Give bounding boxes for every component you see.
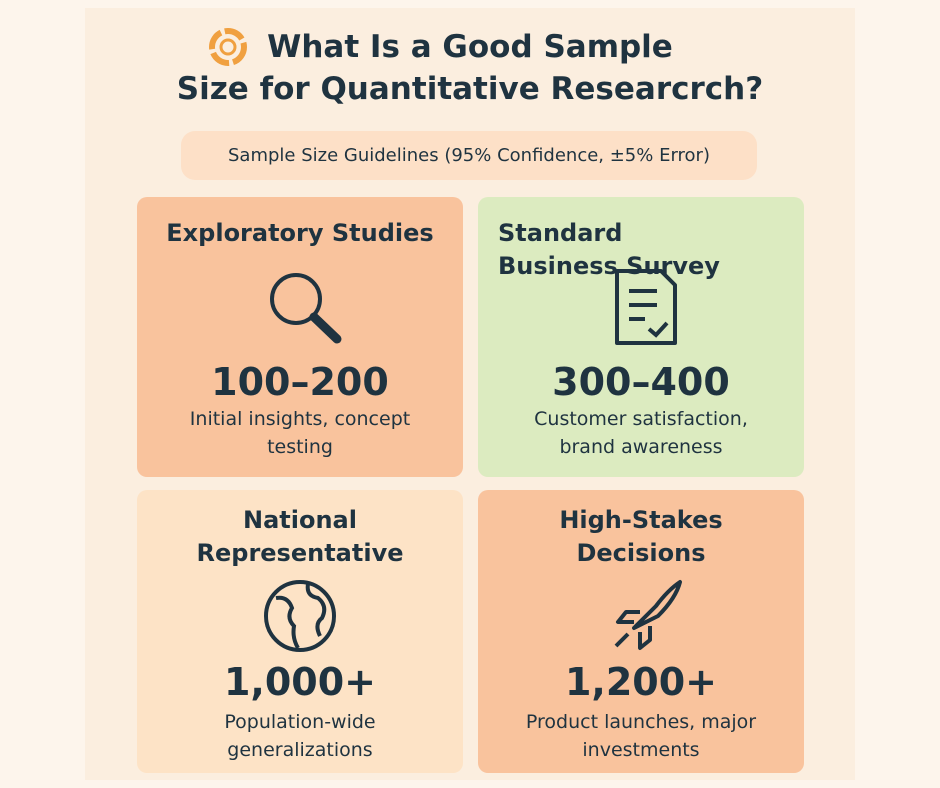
card-range: 100–200 — [211, 360, 389, 404]
card-title: National Representative — [196, 506, 404, 567]
card-range: 300–400 — [552, 360, 730, 404]
card-title: Standard Business Survey — [498, 219, 720, 280]
card-range: 1,000+ — [223, 660, 377, 704]
title-line: What Is a Good Sample — [267, 29, 673, 65]
card: Exploratory Studies 100–200 Initial insi… — [137, 197, 463, 477]
card: Standard Business Survey 300–400 Custome… — [478, 197, 804, 477]
card-title: Exploratory Studies — [166, 219, 434, 247]
card-title: High-Stakes Decisions — [559, 506, 723, 567]
card: National Representative 1,000+ Populatio… — [137, 490, 463, 773]
title-line: Size for Quantitative Researcrch? — [176, 71, 764, 107]
globe-icon — [264, 580, 336, 652]
card-description: Population-wide generalizations — [224, 711, 376, 761]
title: What Is a Good Sample Size for Quantitat… — [160, 26, 780, 110]
rocket-icon — [614, 580, 682, 650]
card-description: Customer satisfaction, brand awareness — [534, 408, 748, 458]
subtitle: Sample Size Guidelines (95% Confidence, … — [181, 131, 757, 180]
card-description: Initial insights, concept testing — [189, 408, 411, 458]
card-description: Product launches, major investments — [525, 711, 757, 761]
search-icon — [270, 273, 342, 344]
logo-icon — [209, 28, 247, 66]
card: High-Stakes Decisions 1,200+ Product lau… — [478, 490, 804, 773]
document-icon — [615, 269, 677, 345]
card-range: 1,200+ — [564, 660, 718, 704]
